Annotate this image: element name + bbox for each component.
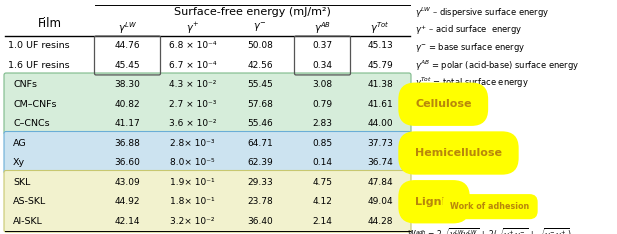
- Text: 1.8× 10⁻¹: 1.8× 10⁻¹: [170, 197, 215, 206]
- Text: 45.79: 45.79: [367, 61, 393, 70]
- Text: SKL: SKL: [13, 178, 30, 187]
- Text: 3.2× 10⁻²: 3.2× 10⁻²: [170, 217, 215, 226]
- Text: 42.14: 42.14: [115, 217, 140, 226]
- Text: AG: AG: [13, 139, 27, 148]
- Text: Al-SKL: Al-SKL: [13, 217, 43, 226]
- Text: Cellulose: Cellulose: [415, 99, 471, 109]
- Text: $\gamma^{Tot}$ = total surface energy: $\gamma^{Tot}$ = total surface energy: [415, 76, 529, 90]
- Text: 4.3 × 10⁻²: 4.3 × 10⁻²: [169, 80, 216, 89]
- Text: 57.68: 57.68: [247, 100, 273, 109]
- Text: Lignin: Lignin: [415, 197, 453, 207]
- Text: 3.6 × 10⁻²: 3.6 × 10⁻²: [169, 119, 216, 128]
- Text: 55.45: 55.45: [247, 80, 273, 89]
- Text: 8.0× 10⁻⁵: 8.0× 10⁻⁵: [170, 158, 215, 167]
- FancyBboxPatch shape: [4, 34, 411, 76]
- Text: CNFs: CNFs: [13, 80, 37, 89]
- Text: 49.04: 49.04: [367, 197, 393, 206]
- Text: Film: Film: [38, 17, 62, 30]
- Text: 1.0 UF resins: 1.0 UF resins: [8, 41, 70, 50]
- Text: 4.12: 4.12: [313, 197, 333, 206]
- Text: 29.33: 29.33: [247, 178, 273, 187]
- Text: $\gamma^{Tot}$: $\gamma^{Tot}$: [370, 20, 390, 36]
- Text: 45.13: 45.13: [367, 41, 393, 50]
- Text: AS-SKL: AS-SKL: [13, 197, 46, 206]
- Text: 1.6 UF resins: 1.6 UF resins: [8, 61, 70, 70]
- FancyBboxPatch shape: [4, 132, 411, 174]
- Text: 44.28: 44.28: [367, 217, 393, 226]
- Text: 43.09: 43.09: [115, 178, 141, 187]
- Text: $\gamma^{+}$: $\gamma^{+}$: [186, 20, 199, 36]
- Text: 6.8 × 10⁻⁴: 6.8 × 10⁻⁴: [169, 41, 216, 50]
- Text: $\gamma^{-}$: $\gamma^{-}$: [254, 22, 267, 34]
- Text: C–CNCs: C–CNCs: [13, 119, 49, 128]
- Text: Surface-free energy (mJ/m²): Surface-free energy (mJ/m²): [174, 7, 331, 17]
- Text: $\gamma^{+}$ – acid surface  energy: $\gamma^{+}$ – acid surface energy: [415, 23, 523, 37]
- Text: 0.14: 0.14: [312, 158, 333, 167]
- Text: 36.88: 36.88: [115, 139, 141, 148]
- Text: 40.82: 40.82: [115, 100, 140, 109]
- Text: $W_{12}^{adh}$ = 2$\sqrt{\gamma_{s1}^{LW}\gamma_{s2}^{LW}}$ + 2($\sqrt{\gamma_{s: $W_{12}^{adh}$ = 2$\sqrt{\gamma_{s1}^{LW…: [407, 226, 573, 234]
- Text: 44.00: 44.00: [367, 119, 393, 128]
- Text: 0.79: 0.79: [312, 100, 333, 109]
- Text: 6.7 × 10⁻⁴: 6.7 × 10⁻⁴: [169, 61, 216, 70]
- Text: $\gamma^{-}$ = base surface energy: $\gamma^{-}$ = base surface energy: [415, 41, 525, 54]
- Text: 36.74: 36.74: [367, 158, 393, 167]
- Text: 0.34: 0.34: [312, 61, 333, 70]
- Text: Hemicellulose: Hemicellulose: [415, 148, 502, 158]
- Text: 47.84: 47.84: [367, 178, 393, 187]
- Text: 38.30: 38.30: [115, 80, 141, 89]
- Text: 37.73: 37.73: [367, 139, 393, 148]
- Text: 41.17: 41.17: [115, 119, 141, 128]
- Text: 2.8× 10⁻³: 2.8× 10⁻³: [170, 139, 215, 148]
- Text: 62.39: 62.39: [247, 158, 273, 167]
- Text: 36.40: 36.40: [247, 217, 273, 226]
- Text: $\gamma^{LW}$ – dispersive surface energy: $\gamma^{LW}$ – dispersive surface energ…: [415, 6, 549, 20]
- Text: 36.60: 36.60: [115, 158, 141, 167]
- Text: 64.71: 64.71: [247, 139, 273, 148]
- Text: 2.14: 2.14: [313, 217, 333, 226]
- Text: 23.78: 23.78: [247, 197, 273, 206]
- Text: 41.38: 41.38: [367, 80, 393, 89]
- FancyBboxPatch shape: [4, 73, 411, 135]
- Text: 50.08: 50.08: [247, 41, 273, 50]
- Text: Work of adhesion: Work of adhesion: [450, 202, 529, 211]
- FancyBboxPatch shape: [4, 171, 411, 232]
- Text: 3.08: 3.08: [312, 80, 333, 89]
- Text: $\gamma^{AB}$: $\gamma^{AB}$: [314, 20, 331, 36]
- Text: $\gamma^{LW}$: $\gamma^{LW}$: [118, 20, 137, 36]
- Text: CM–CNFs: CM–CNFs: [13, 100, 57, 109]
- Text: 4.75: 4.75: [312, 178, 333, 187]
- Text: 44.92: 44.92: [115, 197, 140, 206]
- Text: 41.61: 41.61: [367, 100, 393, 109]
- Text: 0.85: 0.85: [312, 139, 333, 148]
- Text: 55.46: 55.46: [247, 119, 273, 128]
- Text: Xy: Xy: [13, 158, 25, 167]
- Text: 44.76: 44.76: [115, 41, 140, 50]
- Text: 1.9× 10⁻¹: 1.9× 10⁻¹: [170, 178, 215, 187]
- Text: 2.7 × 10⁻³: 2.7 × 10⁻³: [169, 100, 216, 109]
- Text: 45.45: 45.45: [115, 61, 140, 70]
- Text: $\gamma^{AB}$ = polar (acid-base) surface energy: $\gamma^{AB}$ = polar (acid-base) surfac…: [415, 58, 579, 73]
- Text: 42.56: 42.56: [247, 61, 273, 70]
- Text: 0.37: 0.37: [312, 41, 333, 50]
- Text: 2.83: 2.83: [312, 119, 333, 128]
